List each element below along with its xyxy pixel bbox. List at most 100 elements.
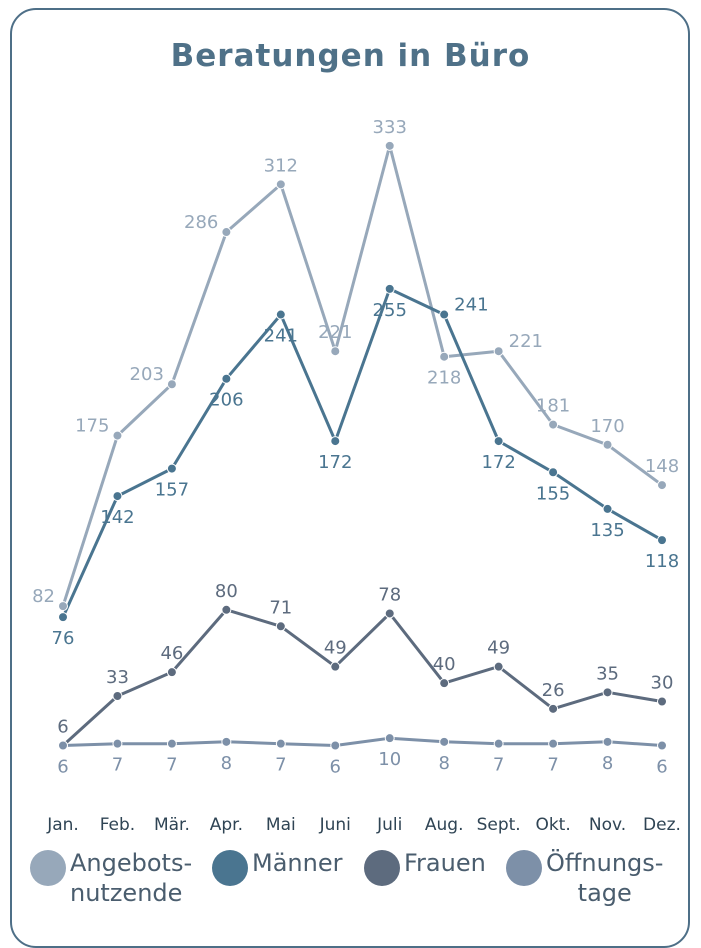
series-points	[58, 140, 667, 751]
data-label-s0-10: 170	[590, 416, 624, 437]
data-label-s2-4: 71	[269, 597, 292, 618]
x-tick-label-11: Dez.	[643, 815, 681, 835]
x-tick-label-3: Apr.	[210, 815, 243, 835]
series-line-0	[61, 144, 663, 607]
data-point-s2-8	[493, 661, 504, 672]
data-point-s1-5	[330, 436, 341, 447]
legend-label-angebotsnutzende: Angebots- nutzende	[70, 849, 193, 907]
data-label-s3-10: 8	[602, 753, 613, 774]
data-point-s3-2	[166, 738, 177, 749]
x-tick-label-9: Okt.	[535, 815, 570, 835]
data-label-s0-1: 175	[75, 416, 109, 437]
series-line-3	[62, 736, 663, 747]
data-point-s2-4	[275, 621, 286, 632]
data-label-s1-10: 135	[590, 520, 624, 541]
data-label-s2-2: 46	[160, 643, 183, 664]
data-label-s2-0: 6	[57, 716, 68, 737]
data-point-s1-7	[439, 309, 450, 320]
data-point-s3-11	[657, 740, 667, 751]
data-label-s3-11: 6	[656, 756, 667, 777]
data-point-s1-1	[112, 491, 123, 502]
data-point-s1-0	[58, 612, 68, 623]
data-label-s2-3: 80	[215, 581, 238, 602]
data-point-s0-11	[657, 480, 667, 491]
data-label-s2-5: 49	[324, 638, 347, 659]
data-point-s0-4	[275, 179, 286, 190]
x-tick-label-5: Juni	[319, 815, 351, 835]
data-point-s0-6	[384, 140, 395, 151]
data-point-s1-6	[384, 283, 395, 294]
legend-swatch-maenner	[212, 850, 248, 886]
chart-title: Beratungen in Büro	[170, 38, 531, 74]
legend-label-frauen: Frauen	[404, 849, 486, 877]
data-point-s3-10	[602, 736, 613, 747]
data-point-s3-0	[58, 740, 68, 751]
data-label-s3-7: 8	[438, 753, 449, 774]
data-label-s2-10: 35	[596, 663, 619, 684]
data-point-s1-2	[166, 463, 177, 474]
chart-card	[10, 8, 690, 948]
data-label-s0-7: 218	[427, 368, 461, 389]
data-label-s1-5: 172	[318, 452, 352, 473]
data-label-s1-3: 206	[209, 390, 243, 411]
data-labels: 8217520328631222133321822118117014876142…	[32, 117, 679, 778]
data-point-s3-1	[112, 738, 123, 749]
data-point-s0-8	[493, 346, 504, 357]
x-tick-label-1: Feb.	[100, 815, 136, 835]
data-point-s2-9	[548, 703, 559, 714]
data-point-s3-7	[439, 736, 450, 747]
data-label-s0-8: 221	[509, 331, 543, 352]
data-label-s0-6: 333	[373, 117, 407, 138]
legend-label-maenner: Männer	[252, 849, 343, 877]
series-line-1	[61, 287, 663, 618]
data-point-s3-8	[493, 738, 504, 749]
data-label-s1-11: 118	[645, 551, 679, 572]
data-label-s1-4: 241	[264, 326, 298, 347]
data-point-s3-9	[548, 738, 559, 749]
data-label-s3-5: 6	[330, 756, 341, 777]
data-label-s0-5: 221	[318, 322, 352, 343]
data-point-s3-3	[221, 736, 232, 747]
data-label-s0-4: 312	[264, 155, 298, 176]
data-label-s0-11: 148	[645, 456, 679, 477]
data-point-s0-5	[330, 346, 341, 357]
data-label-s1-7: 241	[454, 295, 488, 316]
data-point-s2-7	[439, 678, 450, 689]
data-label-s1-9: 155	[536, 483, 570, 504]
data-label-s3-2: 7	[166, 755, 177, 776]
x-tick-label-4: Mai	[266, 815, 296, 835]
legend-item-oeffnungstage: Öffnungs- tage	[506, 848, 663, 908]
data-point-s2-5	[330, 661, 341, 672]
legend-item-angebotsnutzende: Angebots- nutzende	[30, 848, 192, 908]
data-point-s1-11	[657, 535, 667, 546]
data-point-s2-10	[602, 687, 613, 698]
data-point-s2-3	[221, 604, 232, 615]
data-point-s2-2	[166, 667, 177, 678]
data-label-s3-6: 10	[378, 749, 401, 770]
x-tick-label-8: Sept.	[477, 815, 521, 835]
data-label-s3-8: 7	[493, 755, 504, 776]
data-point-s3-5	[330, 740, 341, 751]
series-lines	[61, 144, 663, 747]
x-axis-ticks: Jan. Feb. Mär. Apr. Mai Juni Juli Aug. Sept. Okt.…	[46, 815, 681, 835]
data-point-s0-9	[548, 419, 559, 430]
data-label-s3-3: 8	[221, 753, 232, 774]
data-point-s2-6	[384, 608, 395, 619]
data-point-s0-0	[58, 601, 68, 612]
x-tick-label-2: Mär.	[154, 815, 190, 835]
data-label-s2-8: 49	[487, 638, 510, 659]
data-label-s1-6: 255	[373, 300, 407, 321]
data-label-s1-8: 172	[481, 452, 515, 473]
data-label-s2-9: 26	[542, 680, 565, 701]
data-label-s2-7: 40	[433, 654, 456, 675]
data-label-s0-2: 203	[130, 364, 164, 385]
data-label-s2-6: 78	[378, 584, 401, 605]
data-point-s3-4	[275, 738, 286, 749]
legend: Angebots- nutzende Männer Frauen Öffnung…	[30, 848, 690, 918]
data-point-s1-8	[493, 436, 504, 447]
x-tick-label-0: Jan.	[46, 815, 79, 835]
legend-swatch-frauen	[364, 850, 400, 886]
data-label-s2-11: 30	[651, 672, 674, 693]
legend-swatch-oeffnungstage	[506, 850, 542, 886]
